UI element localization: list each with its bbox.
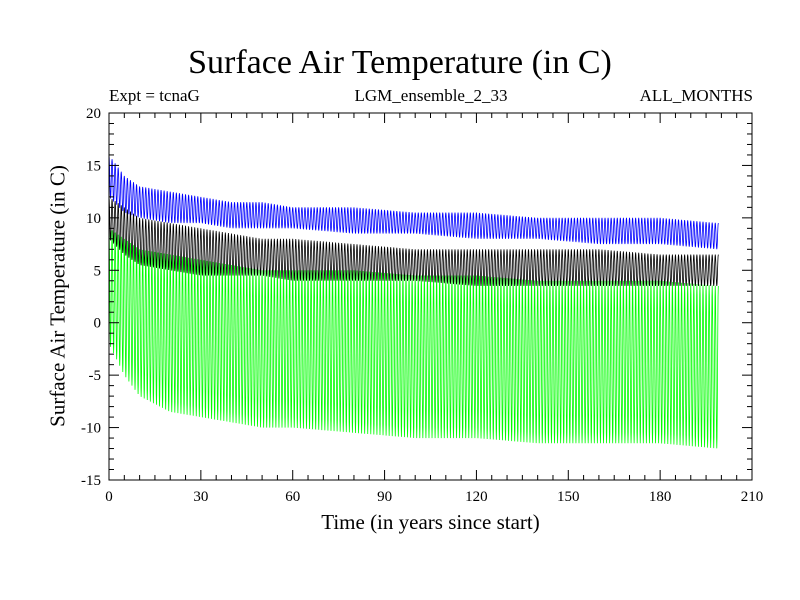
series-line-black [108, 196, 719, 287]
x-tick-label: 30 [193, 489, 208, 505]
chart-title: Surface Air Temperature (in C) [188, 44, 612, 81]
y-tick-label: 0 [94, 316, 102, 332]
y-tick-label: 10 [86, 211, 101, 227]
y-tick-label: 20 [86, 106, 101, 122]
y-axis-label: Surface Air Temperature (in C) [45, 165, 70, 427]
x-axis-label: Time (in years since start) [321, 510, 540, 534]
series-line-blue [108, 154, 719, 250]
x-tick-label: 150 [557, 489, 580, 505]
experiment-label: Expt = tcnaG [109, 86, 200, 105]
x-tick-label: 120 [465, 489, 488, 505]
series-line-green [108, 228, 719, 449]
series-green [108, 228, 719, 449]
x-tick-label: 90 [377, 489, 392, 505]
y-tick-label: -10 [81, 421, 101, 437]
series-blue [108, 154, 719, 250]
ensemble-label: LGM_ensemble_2_33 [354, 86, 508, 105]
y-tick-label: -5 [89, 368, 102, 384]
y-tick-label: -15 [81, 473, 101, 489]
x-tick-label: 60 [285, 489, 300, 505]
x-tick-label: 180 [649, 489, 672, 505]
y-tick-label: 15 [86, 158, 101, 174]
x-tick-label: 0 [105, 489, 113, 505]
x-tick-label: 210 [741, 489, 764, 505]
y-tick-label: 5 [94, 263, 102, 279]
series-black [108, 196, 719, 287]
ticks-layer: 0 30 60 90 120 150 180 210 -15 -10 -5 0 5 10 15 20 [81, 106, 763, 505]
series-layer [108, 154, 719, 449]
months-label: ALL_MONTHS [639, 86, 753, 105]
